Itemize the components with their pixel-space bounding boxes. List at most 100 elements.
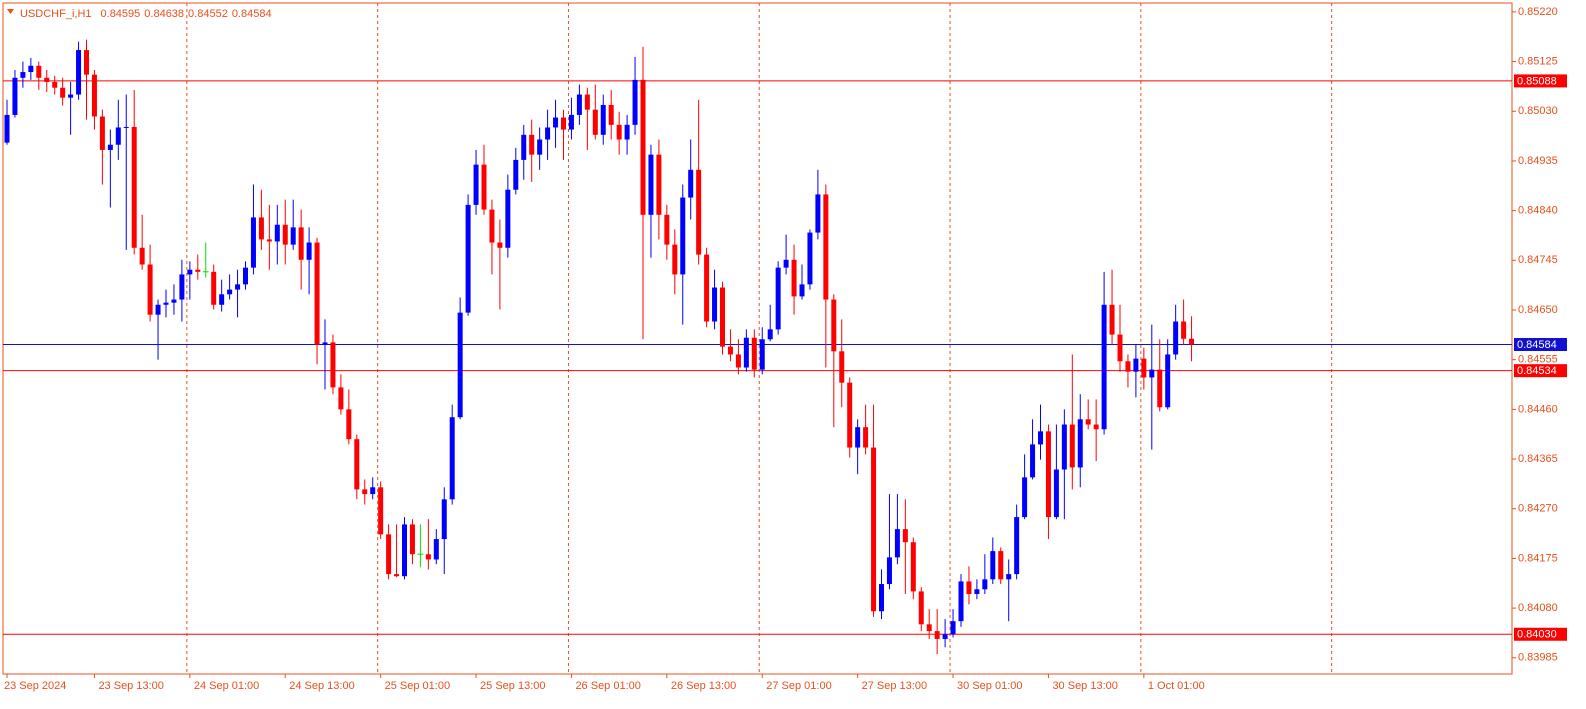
candle-body: [759, 339, 765, 370]
candle-body: [107, 144, 113, 150]
x-tick-label: 23 Sep 2024: [4, 680, 66, 692]
candle-body: [1101, 304, 1107, 430]
candle-body: [616, 124, 622, 140]
candle-body: [219, 294, 225, 305]
candle-body: [115, 127, 121, 145]
candle-body: [1006, 574, 1012, 580]
candle-body: [195, 269, 201, 272]
candle-body: [720, 287, 725, 347]
bid-label: 0.84584: [1517, 339, 1557, 351]
candle-body: [521, 134, 527, 160]
candle-body: [783, 259, 789, 268]
y-tick-label: 0.85125: [1518, 55, 1558, 67]
candle-body: [425, 554, 431, 560]
candle-body: [743, 337, 749, 368]
candle-body: [505, 189, 511, 248]
candle-body: [1069, 424, 1075, 468]
candle-body: [1077, 419, 1083, 468]
candle-body: [958, 581, 964, 622]
candle-body: [1157, 369, 1163, 408]
plot-frame: [2, 2, 1513, 675]
header-icon: [7, 9, 14, 14]
x-tick-label: 26 Sep 01:00: [575, 680, 640, 692]
y-tick-label: 0.84840: [1518, 205, 1558, 217]
candle-body: [497, 242, 503, 248]
candle-body: [250, 217, 256, 268]
candle-body: [576, 94, 582, 115]
candle-body: [1173, 321, 1179, 355]
candle-body: [1085, 419, 1091, 425]
candle-body: [28, 65, 34, 73]
candle-body: [537, 139, 543, 155]
level-box: [1514, 364, 1567, 378]
y-tick-label: 0.84650: [1518, 304, 1558, 316]
candle-body: [139, 247, 145, 265]
candle-body: [441, 499, 447, 540]
candle-body: [394, 574, 400, 577]
candle-body: [1061, 424, 1067, 470]
candle-body: [863, 427, 869, 448]
x-tick-label: 1 Oct 01:00: [1148, 680, 1205, 692]
y-tick-label: 0.84270: [1518, 503, 1558, 515]
candle-body: [553, 117, 559, 128]
x-tick-label: 23 Sep 13:00: [98, 680, 163, 692]
candle-body: [942, 634, 948, 639]
candle-body: [12, 77, 18, 115]
candle-body: [171, 299, 177, 303]
candle-body: [871, 447, 877, 612]
candle-body: [179, 274, 185, 300]
y-tick-label: 0.84555: [1518, 354, 1558, 366]
y-tick-label: 0.83985: [1518, 652, 1558, 664]
candle-body: [163, 302, 169, 305]
candle-body: [680, 197, 686, 275]
candle-body: [672, 244, 678, 275]
candle-body: [314, 242, 320, 345]
symbol: USDCHF_i,H1: [20, 8, 92, 20]
candle-body: [950, 621, 956, 635]
candle-body: [823, 194, 829, 300]
candle-body: [910, 542, 916, 592]
candle-body: [147, 264, 153, 315]
candle-body: [378, 487, 384, 535]
candle-body: [433, 539, 439, 560]
candle-body: [338, 387, 344, 410]
candle-body: [529, 134, 535, 155]
x-tick-label: 30 Sep 01:00: [957, 680, 1022, 692]
candle-body: [656, 154, 662, 215]
level-box: [1514, 627, 1567, 641]
candle-body: [751, 337, 757, 370]
candle-body: [545, 127, 551, 140]
candle-body: [974, 589, 980, 594]
candle-body: [1038, 431, 1043, 445]
candle-body: [473, 164, 479, 205]
candle-body: [1045, 431, 1051, 518]
candle-body: [1117, 334, 1123, 362]
candle-body: [1133, 358, 1139, 372]
header: USDCHF_i,H1 0.84595 0.84638 0.84552 0.84584: [20, 8, 272, 20]
candle-body: [346, 409, 352, 440]
x-tick-label: 30 Sep 13:00: [1052, 680, 1117, 692]
candle-body: [1022, 477, 1028, 518]
y-tick-label: 0.84175: [1518, 552, 1558, 564]
candle-body: [1149, 369, 1155, 378]
candle-body: [982, 579, 988, 590]
header-price: 0.84552: [188, 8, 228, 20]
y-tick-label: 0.84080: [1518, 602, 1558, 614]
candle-body: [879, 584, 884, 612]
candle-body: [966, 581, 972, 594]
candle-body: [735, 354, 741, 368]
candle-body: [44, 77, 50, 82]
candle-body: [282, 224, 288, 245]
level-label: 0.84030: [1517, 629, 1557, 641]
candle-body: [934, 631, 940, 639]
header-price: 0.84638: [144, 8, 184, 20]
candle-body: [1109, 304, 1115, 335]
x-tick-label: 27 Sep 01:00: [766, 680, 831, 692]
candle-body: [322, 342, 328, 345]
x-tick-label: 24 Sep 13:00: [289, 680, 354, 692]
candle-body: [831, 299, 837, 352]
candle-body: [696, 169, 702, 255]
candle-body: [402, 524, 407, 577]
candle-body: [592, 109, 598, 135]
